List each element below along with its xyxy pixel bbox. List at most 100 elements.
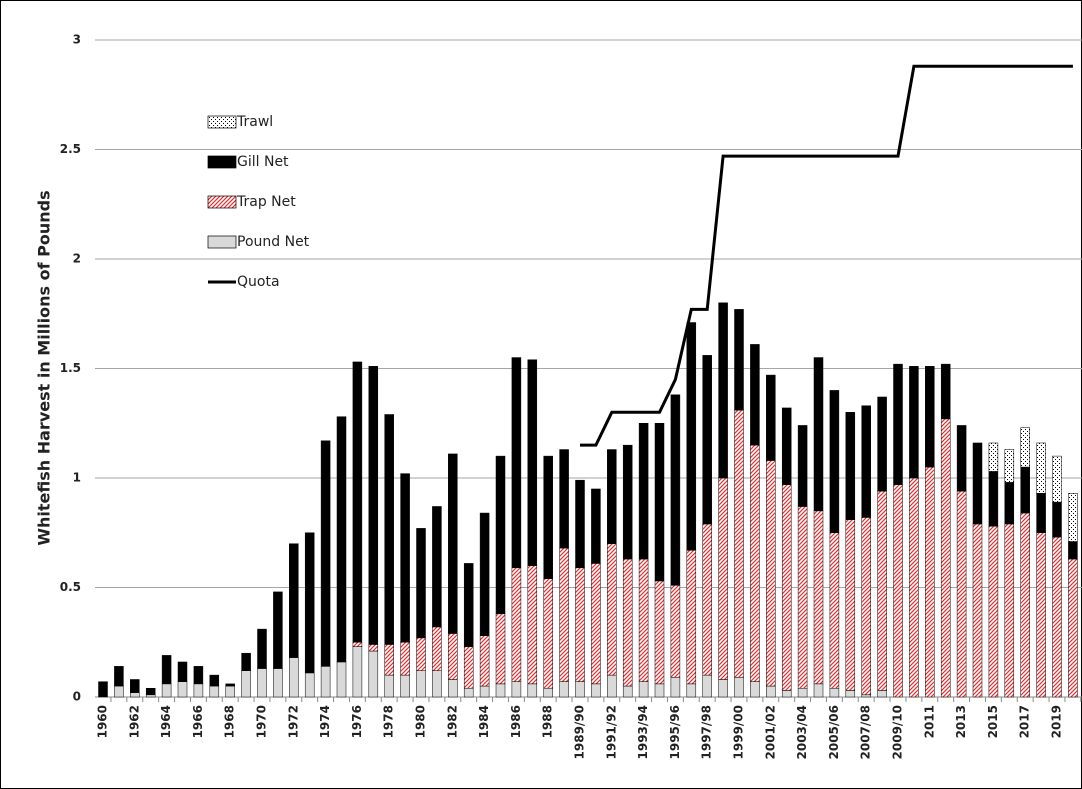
bar-segment	[320, 666, 331, 698]
bar-segment	[940, 418, 951, 698]
x-tick-label: 2003/04	[795, 705, 809, 759]
x-tick-label: 1966	[191, 705, 205, 738]
bar-segment	[161, 683, 172, 698]
legend-label: Trawl	[236, 114, 273, 130]
bar-segment	[797, 506, 808, 689]
x-tick-label: 1964	[159, 705, 173, 738]
bar-segment	[289, 543, 299, 658]
bar-segment	[1036, 493, 1046, 533]
bar-segment	[543, 578, 553, 689]
y-tick-label: 0.5	[60, 580, 81, 594]
bar-segment	[527, 683, 538, 698]
bar-segment	[416, 637, 426, 671]
x-tick-label: 2009/10	[891, 705, 905, 759]
bar-segment	[1004, 449, 1015, 483]
bar-segment	[1052, 455, 1062, 503]
bar-segment	[495, 455, 506, 615]
x-tick-label: 2001/02	[763, 705, 777, 759]
x-tick-label: 2019	[1050, 705, 1064, 738]
bar-segment	[877, 490, 887, 691]
bar-segment	[145, 694, 156, 698]
bar-segment	[988, 442, 999, 472]
bar-segment	[607, 543, 617, 676]
bar-segment	[750, 444, 760, 682]
bar-segment	[177, 661, 188, 682]
bar-segment	[98, 681, 108, 698]
bar-segment	[638, 681, 649, 698]
legend-label: Gill Net	[237, 154, 289, 170]
bar-segment	[734, 409, 744, 678]
y-tick-label: 2	[73, 252, 81, 266]
legend-label: Trap Net	[236, 194, 296, 210]
bar-segment	[638, 558, 649, 682]
legend-swatch	[207, 115, 237, 129]
bar-segment	[797, 425, 808, 507]
bar-segment	[845, 690, 856, 698]
bar-segment	[416, 670, 426, 698]
bar-segment	[670, 394, 681, 586]
y-tick-label: 3	[73, 33, 81, 47]
bar-segment	[463, 646, 474, 689]
bar-segment	[718, 477, 728, 680]
bar-segment	[686, 683, 697, 698]
bar-segment	[145, 687, 156, 696]
bar-segment	[861, 694, 871, 698]
x-tick-label: 1974	[318, 705, 332, 738]
bar-segment	[909, 366, 919, 479]
bar-segment	[448, 633, 458, 680]
bar-segment	[527, 565, 538, 685]
bar-segment	[956, 490, 967, 698]
bar-segment	[909, 477, 919, 698]
bar-segment	[257, 628, 267, 669]
bar-segment	[750, 344, 760, 446]
bar-segment	[940, 363, 951, 420]
legend-swatch	[207, 235, 237, 249]
y-tick-label: 0	[73, 690, 81, 704]
bar-segment	[432, 506, 442, 628]
x-tick-label: 1972	[286, 705, 300, 738]
x-tick-label: 2007/08	[859, 705, 873, 759]
bar-segment	[829, 390, 840, 533]
bar-segment	[781, 407, 792, 485]
x-tick-label: 1995/96	[668, 705, 682, 759]
bar-segment	[463, 563, 474, 647]
x-tick-label: 1962	[127, 705, 141, 738]
bar-segment	[273, 668, 283, 698]
bar-segment	[368, 644, 379, 652]
bar-segment	[241, 670, 251, 698]
bar-segment	[384, 414, 394, 645]
bar-segment	[686, 550, 697, 685]
bar-segment	[861, 517, 871, 696]
bar-segment	[1004, 482, 1015, 525]
bar-segment	[591, 563, 601, 685]
bar-segment	[925, 466, 935, 698]
bar-segment	[654, 423, 665, 582]
bar-segment	[575, 567, 585, 682]
x-tick-label: 1978	[382, 705, 396, 738]
bar-segment	[861, 405, 871, 518]
bar-segment	[1052, 536, 1062, 698]
bar-segment	[479, 635, 490, 687]
bar-segment	[988, 471, 999, 527]
bar-segment	[193, 666, 204, 685]
x-tick-label: 1991/92	[604, 705, 618, 759]
bar-segment	[511, 567, 522, 682]
bar-segment	[766, 685, 776, 698]
legend-label: Pound Net	[237, 234, 310, 250]
bar-segment	[209, 674, 220, 687]
bar-segment	[1020, 427, 1030, 468]
x-tick-label: 1999/00	[732, 705, 746, 759]
bar-segment	[352, 642, 363, 647]
bar-segment	[193, 683, 204, 698]
bar-segment	[352, 361, 363, 643]
bar-segment	[209, 685, 220, 698]
bar-segment	[416, 528, 426, 639]
bar-segment	[1020, 466, 1030, 514]
x-tick-label: 2005/06	[827, 705, 841, 759]
legend-label: Quota	[237, 274, 280, 290]
x-tick-label: 1970	[255, 705, 269, 738]
x-tick-label: 2017	[1018, 705, 1032, 738]
bar-segment	[511, 681, 522, 698]
bar-segment	[781, 690, 792, 698]
